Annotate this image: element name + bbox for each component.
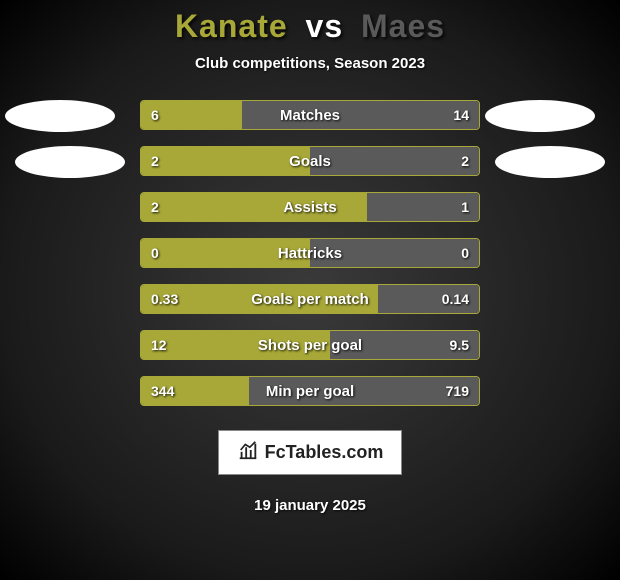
stat-value-right: 9.5	[450, 337, 469, 353]
chart-icon	[237, 439, 259, 466]
stat-value-right: 1	[461, 199, 469, 215]
stat-row: 344Min per goal719	[140, 376, 480, 406]
title-vs: vs	[306, 8, 344, 44]
stat-label: Assists	[141, 199, 479, 216]
team-badge-left	[5, 100, 115, 132]
content-wrapper: Kanate vs Maes Club competitions, Season…	[0, 0, 620, 580]
stat-value-right: 2	[461, 153, 469, 169]
stat-value-right: 0.14	[442, 291, 469, 307]
team-badge-left	[15, 146, 125, 178]
stat-row: 0Hattricks0	[140, 238, 480, 268]
stat-label: Goals	[141, 153, 479, 170]
team-badge-right	[485, 100, 595, 132]
subtitle: Club competitions, Season 2023	[195, 55, 425, 72]
title-player-left: Kanate	[175, 8, 288, 44]
stat-row: 12Shots per goal9.5	[140, 330, 480, 360]
stat-value-right: 719	[446, 383, 469, 399]
stats-area: 6Matches142Goals22Assists10Hattricks00.3…	[0, 100, 620, 406]
title-player-right: Maes	[361, 8, 445, 44]
stat-label: Matches	[141, 107, 479, 124]
stat-value-right: 14	[453, 107, 469, 123]
brand-badge[interactable]: FcTables.com	[218, 430, 403, 475]
stat-label: Goals per match	[141, 291, 479, 308]
stat-row: 2Assists1	[140, 192, 480, 222]
page-title: Kanate vs Maes	[175, 8, 445, 45]
stat-value-right: 0	[461, 245, 469, 261]
stat-row: 6Matches14	[140, 100, 480, 130]
stat-row: 2Goals2	[140, 146, 480, 176]
brand-text: FcTables.com	[265, 442, 384, 463]
team-badge-right	[495, 146, 605, 178]
stat-label: Min per goal	[141, 383, 479, 400]
stat-row: 0.33Goals per match0.14	[140, 284, 480, 314]
stat-label: Shots per goal	[141, 337, 479, 354]
stat-label: Hattricks	[141, 245, 479, 262]
footer-date: 19 january 2025	[254, 497, 366, 514]
